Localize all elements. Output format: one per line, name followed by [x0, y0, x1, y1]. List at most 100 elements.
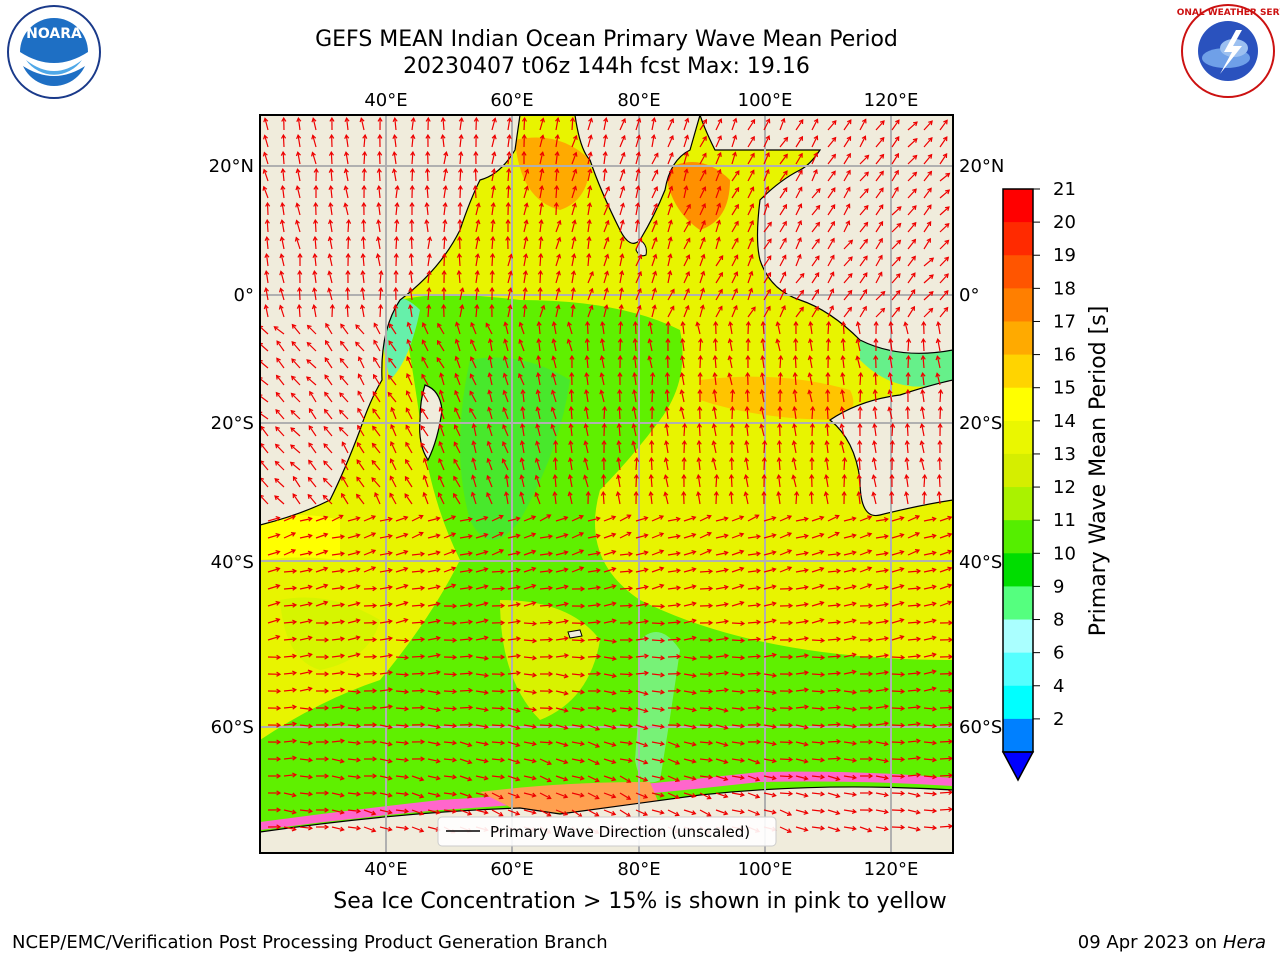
wave-direction-arrow — [906, 423, 909, 437]
wave-direction-arrowhead — [453, 441, 459, 447]
wave-direction-arrow — [455, 356, 461, 369]
wave-direction-arrowhead — [505, 218, 511, 224]
wave-direction-arrow — [263, 169, 269, 182]
wave-direction-arrow — [539, 169, 543, 182]
wave-direction-arrow — [274, 495, 285, 505]
wave-direction-arrow — [347, 585, 360, 590]
wave-direction-arrowhead — [339, 585, 346, 591]
wave-direction-arrow — [390, 458, 397, 471]
wave-direction-arrowhead — [515, 602, 521, 608]
wave-direction-arrow — [459, 603, 472, 607]
wave-direction-arrowhead — [831, 136, 837, 142]
wave-direction-arrowhead — [916, 772, 922, 778]
wave-direction-arrowhead — [274, 460, 280, 466]
wave-direction-arrow — [713, 390, 717, 403]
wave-direction-arrowhead — [788, 688, 794, 694]
wave-direction-arrow — [811, 550, 824, 556]
wave-direction-arrowhead — [777, 371, 783, 377]
wave-direction-arrowhead — [454, 355, 460, 361]
wave-direction-arrow — [475, 602, 488, 607]
wave-direction-arrowhead — [797, 186, 803, 192]
wave-direction-arrowhead — [371, 827, 377, 833]
wave-direction-arrow — [731, 724, 744, 728]
wave-direction-arrowhead — [611, 776, 617, 782]
wave-direction-arrow — [715, 637, 728, 641]
wave-direction-arrowhead — [637, 287, 642, 293]
wave-direction-arrowhead — [483, 635, 489, 641]
wave-direction-arrow — [651, 170, 658, 182]
wave-direction-arrowhead — [483, 741, 489, 747]
wave-direction-arrowhead — [848, 256, 853, 262]
wave-direction-arrowhead — [404, 791, 410, 797]
wave-direction-arrow — [407, 339, 413, 352]
wave-direction-arrowhead — [307, 533, 313, 539]
wave-direction-arrowhead — [864, 188, 869, 194]
wave-direction-arrow — [763, 741, 776, 745]
wave-direction-arrowhead — [708, 603, 714, 609]
wave-direction-arrowhead — [372, 773, 378, 779]
wave-direction-arrow — [843, 187, 851, 199]
wave-direction-arrow — [939, 567, 952, 573]
wave-direction-arrowhead — [473, 133, 479, 139]
wave-direction-arrowhead — [387, 391, 393, 397]
wave-direction-arrowhead — [706, 531, 712, 537]
wave-direction-arrow — [921, 407, 925, 420]
wave-direction-arrow — [340, 341, 349, 352]
wave-direction-arrowhead — [706, 811, 712, 817]
wave-direction-arrow — [331, 514, 343, 522]
wave-direction-arrow — [387, 392, 397, 403]
wave-direction-arrowhead — [554, 150, 560, 156]
wave-direction-arrow — [264, 118, 269, 131]
wave-direction-arrow — [923, 308, 933, 318]
wave-direction-arrow — [619, 186, 625, 199]
wave-direction-arrowhead — [675, 551, 681, 557]
wave-direction-arrowhead — [697, 388, 703, 394]
wave-direction-arrowhead — [534, 457, 540, 463]
wave-direction-arrow — [651, 792, 664, 797]
wave-direction-arrow — [265, 271, 269, 284]
wave-direction-arrowhead — [863, 255, 868, 261]
wave-direction-arrow — [795, 637, 808, 641]
wave-direction-arrow — [371, 477, 381, 488]
wave-direction-arrow — [536, 441, 541, 454]
wave-direction-arrowhead — [409, 184, 415, 190]
wave-direction-arrow — [411, 826, 424, 832]
wave-direction-arrowhead — [420, 636, 426, 642]
wave-direction-arrow — [923, 274, 934, 284]
wave-direction-arrowhead — [857, 422, 863, 428]
wave-direction-arrow — [322, 495, 333, 505]
wave-direction-arrowhead — [739, 600, 745, 606]
wave-direction-arrowhead — [532, 672, 538, 678]
wave-direction-arrowhead — [435, 724, 441, 730]
wave-direction-arrow — [891, 656, 905, 659]
wave-direction-arrow — [453, 493, 461, 505]
wave-direction-arrow — [667, 809, 680, 816]
wave-direction-arrow — [331, 654, 344, 658]
wave-direction-arrowhead — [632, 320, 638, 326]
wave-direction-arrowhead — [840, 320, 846, 326]
wave-direction-arrow — [503, 356, 509, 369]
wave-direction-arrow — [502, 441, 509, 454]
wave-direction-arrowhead — [474, 269, 480, 276]
wave-direction-arrow — [571, 758, 584, 762]
wave-direction-arrowhead — [596, 705, 602, 711]
wave-direction-arrowhead — [276, 756, 282, 762]
wave-direction-arrowhead — [619, 270, 625, 276]
wave-direction-arrow — [331, 535, 344, 539]
wave-direction-arrowhead — [506, 167, 512, 173]
wave-direction-arrowhead — [680, 320, 686, 326]
wave-direction-arrowhead — [548, 671, 554, 677]
wave-direction-arrow — [875, 809, 888, 813]
wave-direction-arrowhead — [355, 516, 361, 522]
wave-direction-arrowhead — [601, 456, 607, 462]
wave-direction-arrow — [939, 136, 948, 148]
wave-direction-arrow — [315, 584, 328, 590]
wave-direction-arrow — [379, 620, 392, 624]
wave-direction-arrowhead — [468, 636, 474, 642]
wave-direction-arrowhead — [361, 184, 367, 190]
footer-date-text: 09 Apr 2023 on — [1077, 932, 1223, 953]
wave-direction-arrowhead — [520, 405, 526, 412]
wave-direction-arrowhead — [435, 533, 441, 539]
wave-direction-arrowhead — [743, 491, 749, 497]
wave-direction-arrow — [603, 724, 616, 729]
